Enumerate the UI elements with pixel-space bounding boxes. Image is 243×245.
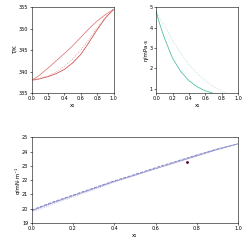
X-axis label: x₁: x₁ xyxy=(70,103,75,108)
X-axis label: x₁: x₁ xyxy=(194,103,200,108)
X-axis label: x₁: x₁ xyxy=(132,233,138,238)
Y-axis label: T/K: T/K xyxy=(12,46,17,54)
Y-axis label: σ/mN·m⁻¹: σ/mN·m⁻¹ xyxy=(15,167,20,194)
Y-axis label: η/mPa·s: η/mPa·s xyxy=(143,39,148,61)
